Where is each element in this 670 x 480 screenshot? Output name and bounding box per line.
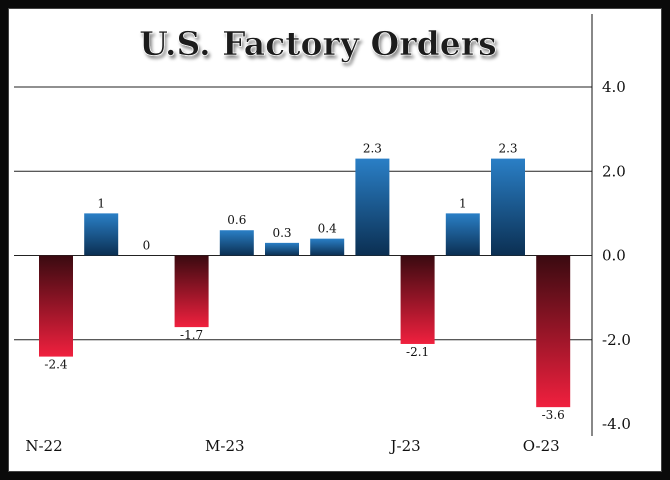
chart-svg: U.S. Factory Orders -2.4 1 0 -1.7 0.6 0.3 0.4 2… xyxy=(14,14,631,455)
x-tick-label: N-22 xyxy=(25,437,62,455)
data-label: -2.4 xyxy=(44,358,68,372)
chart-title: U.S. Factory Orders xyxy=(139,24,496,63)
bar-j-23-7 xyxy=(355,158,390,256)
data-label: 0.6 xyxy=(227,213,246,227)
data-label: 2.3 xyxy=(498,142,517,156)
bar-j-23-8 xyxy=(400,255,435,344)
data-label: 2.3 xyxy=(363,142,382,156)
x-tick-label: J-23 xyxy=(389,437,421,455)
data-label: 1 xyxy=(97,196,105,210)
data-label: 0.4 xyxy=(318,222,337,236)
data-label: -1.7 xyxy=(180,328,203,342)
data-label: 0.3 xyxy=(272,226,291,240)
y-tick-label: 0.0 xyxy=(602,247,626,265)
y-tick-label: 4.0 xyxy=(602,78,626,96)
bar-a-23-9 xyxy=(445,213,480,256)
x-tick-label: O-23 xyxy=(523,437,560,455)
bar-s-23-10 xyxy=(491,158,525,256)
y-axis: 4.0 2.0 0.0 -2.0 -4.0 xyxy=(602,78,631,433)
bar-m-23-4 xyxy=(219,230,254,256)
y-tick-label: 2.0 xyxy=(602,162,626,180)
bar-m-23-6 xyxy=(310,238,345,256)
x-axis: N-22 M-23 J-23 O-23 xyxy=(25,437,559,455)
data-label: 1 xyxy=(459,196,467,210)
bar-n-22-0 xyxy=(39,255,73,357)
data-labels: -2.4 1 0 -1.7 0.6 0.3 0.4 2.3 -2.1 1 2.3 -3.6 xyxy=(44,142,564,423)
bar-d-22-1 xyxy=(84,213,119,256)
bars xyxy=(39,158,571,408)
y-tick-label: -4.0 xyxy=(602,415,631,433)
data-label: -3.6 xyxy=(542,408,565,422)
bar-o-23-11 xyxy=(536,255,571,408)
x-tick-label: M-23 xyxy=(205,437,245,455)
data-label: 0 xyxy=(143,239,151,253)
bar-a-23-5 xyxy=(265,242,299,256)
bar-f-23-3 xyxy=(174,255,209,328)
data-label: -2.1 xyxy=(406,345,429,359)
y-tick-label: -2.0 xyxy=(602,331,631,349)
